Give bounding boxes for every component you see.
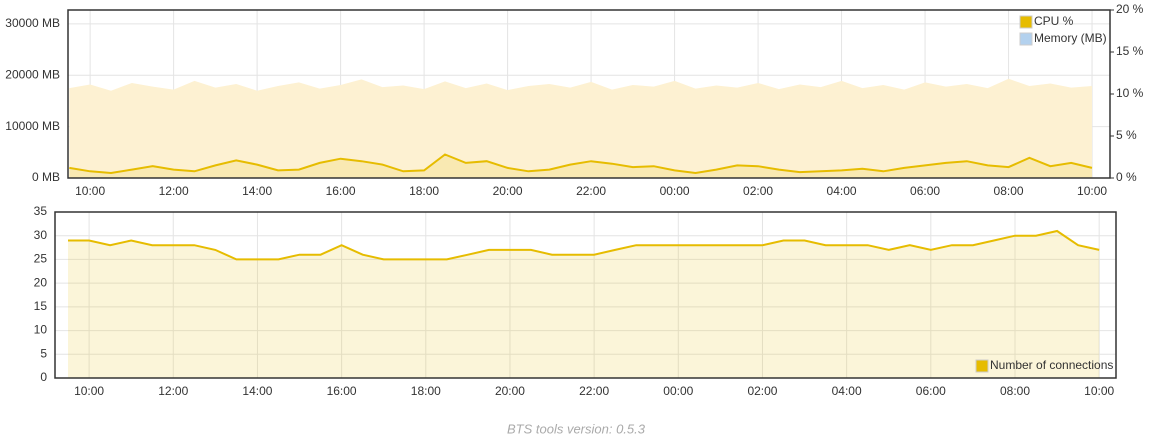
x-tick-label: 20:00 [495, 384, 525, 398]
y2-tick-label: 0 % [1116, 170, 1137, 184]
y2-tick-label: 15 % [1116, 44, 1144, 58]
legend-swatch [1019, 15, 1033, 29]
x-tick-label: 06:00 [910, 184, 940, 198]
legend-swatch [975, 359, 989, 373]
y-tick-label: 10000 MB [5, 119, 60, 133]
plot-frame [67, 9, 1111, 179]
y2-tick-label: 5 % [1116, 128, 1137, 142]
x-tick-label: 02:00 [747, 384, 777, 398]
y-tick-label: 0 MB [32, 170, 60, 184]
x-tick-label: 02:00 [743, 184, 773, 198]
y-tick-label: 30 [34, 228, 48, 242]
legend-swatch [1019, 32, 1033, 46]
y-tick-label: 15 [34, 299, 48, 313]
x-tick-label: 00:00 [660, 184, 690, 198]
y-tick-label: 5 [40, 346, 47, 360]
x-tick-label: 00:00 [663, 384, 693, 398]
x-tick-label: 18:00 [409, 184, 439, 198]
footer: BTS tools version: 0.5.3 [507, 421, 646, 436]
x-tick-label: 06:00 [916, 384, 946, 398]
y-tick-label: 35 [34, 204, 48, 218]
legend-label: Memory (MB) [1034, 31, 1107, 45]
x-tick-label: 22:00 [579, 384, 609, 398]
x-tick-label: 14:00 [242, 184, 272, 198]
y-tick-label: 20 [34, 275, 48, 289]
x-tick-label: 10:00 [1077, 184, 1107, 198]
x-tick-label: 10:00 [1084, 384, 1114, 398]
y2-tick-label: 20 % [1116, 2, 1144, 16]
series-area [68, 231, 1100, 378]
y-tick-label: 20000 MB [5, 67, 60, 81]
x-tick-label: 20:00 [493, 184, 523, 198]
x-tick-label: 18:00 [411, 384, 441, 398]
x-tick-label: 14:00 [242, 384, 272, 398]
y-tick-label: 30000 MB [5, 16, 60, 30]
x-tick-label: 22:00 [576, 184, 606, 198]
legend-label: Number of connections [990, 358, 1113, 372]
x-tick-label: 04:00 [832, 384, 862, 398]
x-tick-label: 10:00 [75, 184, 105, 198]
x-tick-label: 12:00 [159, 184, 189, 198]
x-tick-label: 08:00 [1000, 384, 1030, 398]
legend-label: CPU % [1034, 14, 1074, 28]
series-line [69, 153, 1093, 175]
series-area [69, 78, 1093, 178]
y-tick-label: 10 [34, 323, 48, 337]
series-line [68, 229, 1100, 261]
x-tick-label: 04:00 [827, 184, 857, 198]
y2-tick-label: 10 % [1116, 86, 1144, 100]
x-tick-label: 08:00 [994, 184, 1024, 198]
x-tick-label: 16:00 [326, 184, 356, 198]
plot-frame [54, 211, 1117, 379]
y-tick-label: 25 [34, 252, 48, 266]
y-tick-label: 0 [40, 370, 47, 384]
series-area [69, 154, 1093, 178]
x-tick-label: 12:00 [158, 384, 188, 398]
x-tick-label: 16:00 [327, 384, 357, 398]
x-tick-label: 10:00 [74, 384, 104, 398]
